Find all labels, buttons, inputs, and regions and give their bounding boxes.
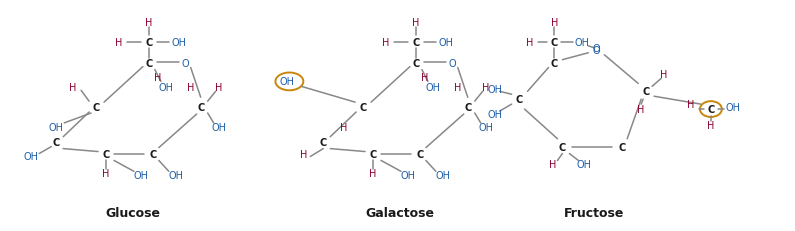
Text: H: H [525, 38, 533, 48]
Text: Galactose: Galactose [366, 207, 435, 219]
Text: OH: OH [171, 38, 186, 48]
Text: H: H [300, 149, 307, 159]
Text: H: H [145, 18, 153, 28]
Text: OH: OH [487, 85, 502, 95]
Text: H: H [103, 169, 110, 179]
Text: H: H [688, 100, 695, 110]
Text: OH: OH [211, 122, 226, 132]
Text: OH: OH [478, 122, 493, 132]
Text: C: C [708, 105, 715, 115]
Text: C: C [145, 58, 153, 68]
Text: C: C [359, 103, 366, 112]
Text: OH: OH [158, 83, 173, 93]
Text: C: C [551, 58, 558, 68]
Text: C: C [320, 137, 327, 147]
Text: OH: OH [280, 77, 295, 87]
Text: H: H [69, 83, 77, 93]
Text: C: C [619, 142, 626, 152]
Text: OH: OH [425, 83, 440, 93]
Text: C: C [464, 103, 471, 112]
Text: C: C [413, 58, 420, 68]
Text: H: H [549, 160, 556, 170]
Text: H: H [551, 18, 558, 28]
Text: C: C [92, 103, 99, 112]
Text: OH: OH [487, 109, 502, 119]
Text: H: H [638, 105, 645, 115]
Text: H: H [421, 73, 429, 83]
Text: H: H [370, 169, 377, 179]
Text: H: H [413, 18, 420, 28]
Text: C: C [103, 149, 110, 159]
Text: O: O [592, 44, 600, 54]
Text: H: H [215, 83, 223, 93]
Text: H: H [115, 38, 122, 48]
Text: H: H [661, 69, 668, 79]
Text: OH: OH [725, 103, 740, 112]
Text: C: C [642, 87, 650, 97]
Text: O: O [449, 58, 456, 68]
Text: H: H [482, 83, 490, 93]
Text: C: C [145, 38, 153, 48]
Text: C: C [559, 142, 566, 152]
Text: OH: OH [24, 152, 39, 162]
Text: OH: OH [436, 170, 450, 180]
Text: C: C [149, 149, 157, 159]
Text: OH: OH [401, 170, 416, 180]
Text: Fructose: Fructose [564, 207, 625, 219]
Text: OH: OH [134, 170, 149, 180]
Text: C: C [413, 38, 420, 48]
Text: OH: OH [577, 160, 591, 170]
Text: H: H [454, 83, 461, 93]
Text: OH: OH [575, 38, 590, 48]
Text: Glucose: Glucose [106, 207, 161, 219]
Text: C: C [417, 149, 424, 159]
Text: C: C [370, 149, 377, 159]
Text: OH: OH [48, 122, 64, 132]
Text: C: C [197, 103, 204, 112]
Text: H: H [708, 120, 715, 130]
Text: H: H [339, 122, 347, 132]
Text: C: C [516, 95, 523, 105]
Text: H: H [187, 83, 195, 93]
Text: H: H [154, 73, 161, 83]
Text: O: O [592, 46, 600, 55]
Text: C: C [52, 137, 60, 147]
Text: OH: OH [438, 38, 453, 48]
Text: C: C [551, 38, 558, 48]
Text: OH: OH [169, 170, 184, 180]
Text: H: H [382, 38, 390, 48]
Text: O: O [182, 58, 189, 68]
